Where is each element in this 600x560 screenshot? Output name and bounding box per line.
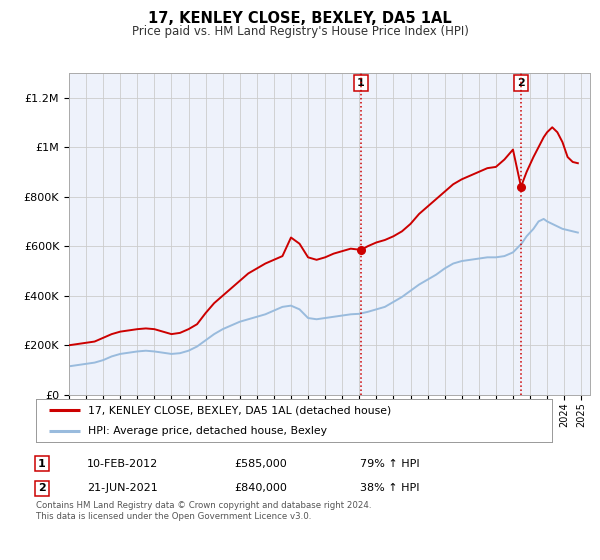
Text: HPI: Average price, detached house, Bexley: HPI: Average price, detached house, Bexl… [88, 426, 326, 436]
Text: 17, KENLEY CLOSE, BEXLEY, DA5 1AL (detached house): 17, KENLEY CLOSE, BEXLEY, DA5 1AL (detac… [88, 405, 391, 415]
Text: 10-FEB-2012: 10-FEB-2012 [87, 459, 158, 469]
Text: 1: 1 [38, 459, 46, 469]
Text: Contains HM Land Registry data © Crown copyright and database right 2024.: Contains HM Land Registry data © Crown c… [36, 502, 371, 511]
Text: Price paid vs. HM Land Registry's House Price Index (HPI): Price paid vs. HM Land Registry's House … [131, 25, 469, 38]
Text: 1: 1 [357, 78, 365, 88]
Text: £585,000: £585,000 [234, 459, 287, 469]
Text: 79% ↑ HPI: 79% ↑ HPI [360, 459, 419, 469]
Text: 21-JUN-2021: 21-JUN-2021 [87, 483, 158, 493]
Text: 17, KENLEY CLOSE, BEXLEY, DA5 1AL: 17, KENLEY CLOSE, BEXLEY, DA5 1AL [148, 11, 452, 26]
Text: 2: 2 [517, 78, 525, 88]
Text: 2: 2 [38, 483, 46, 493]
Text: £840,000: £840,000 [234, 483, 287, 493]
Text: This data is licensed under the Open Government Licence v3.0.: This data is licensed under the Open Gov… [36, 512, 311, 521]
Text: 38% ↑ HPI: 38% ↑ HPI [360, 483, 419, 493]
